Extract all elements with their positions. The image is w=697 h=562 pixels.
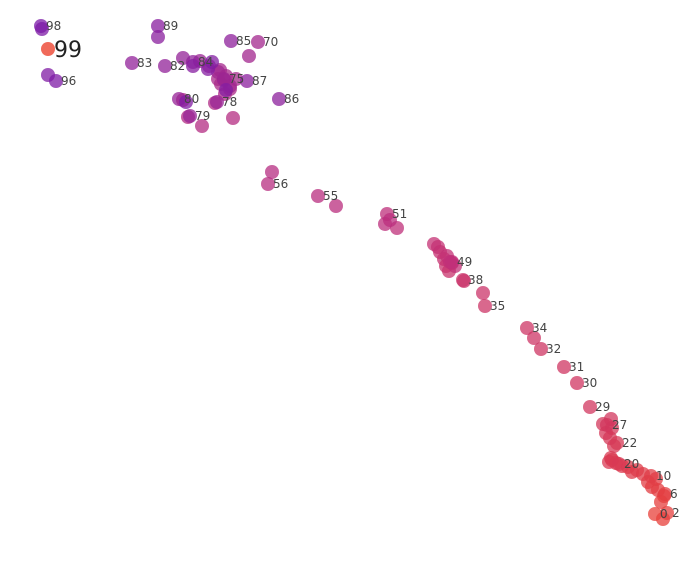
point-88	[151, 30, 165, 44]
point-label-96: 96	[61, 74, 76, 88]
point-56	[261, 177, 275, 191]
point-label-49: 49	[457, 255, 472, 269]
point-label-6: 6	[670, 487, 678, 501]
point-96	[49, 74, 63, 88]
point-92	[219, 83, 233, 97]
point-79	[183, 109, 197, 123]
point-label-20: 20	[624, 457, 639, 471]
point-55	[311, 189, 325, 203]
point-label-10: 10	[656, 469, 671, 483]
point-78	[210, 95, 224, 109]
point-70	[251, 35, 265, 49]
point-label-55: 55	[323, 189, 338, 203]
point-label-83: 83	[137, 56, 152, 70]
point-28	[604, 412, 618, 426]
point-label-29: 29	[595, 400, 610, 414]
point-53	[383, 213, 397, 227]
point-71	[242, 49, 256, 63]
point-label-0: 0	[660, 507, 668, 521]
point-33	[527, 331, 541, 345]
point-89	[151, 19, 165, 33]
point-31	[557, 360, 571, 374]
point-34	[520, 321, 534, 335]
point-label-87: 87	[252, 74, 267, 88]
point-label-80: 80	[184, 92, 199, 106]
point-98	[34, 19, 48, 33]
point-label-89: 89	[163, 19, 178, 33]
points-layer	[34, 19, 674, 526]
point-59	[195, 119, 209, 133]
point-label-78: 78	[222, 95, 237, 109]
point-6	[658, 487, 672, 501]
point-label-31: 31	[569, 360, 584, 374]
point-30	[570, 376, 584, 390]
point-label-86: 86	[284, 92, 299, 106]
point-label-98: 98	[46, 19, 61, 33]
point-label-35: 35	[490, 299, 505, 313]
point-29	[583, 400, 597, 414]
point-99	[41, 42, 55, 56]
point-label-56: 56	[273, 177, 288, 191]
point-90	[186, 59, 200, 73]
point-label-27: 27	[612, 418, 627, 432]
point-45	[427, 237, 441, 251]
point-label-38: 38	[468, 273, 483, 287]
point-label-82: 82	[170, 59, 185, 73]
point-label-99: 99	[54, 38, 82, 63]
point-label-32: 32	[546, 342, 561, 356]
point-86	[272, 92, 286, 106]
point-label-34: 34	[532, 321, 547, 335]
point-32	[534, 342, 548, 356]
point-58	[226, 111, 240, 125]
point-83	[125, 56, 139, 70]
point-49	[445, 255, 459, 269]
point-87	[240, 74, 254, 88]
point-75	[217, 72, 231, 86]
point-20	[612, 457, 626, 471]
point-93	[205, 55, 219, 69]
point-label-70: 70	[263, 35, 278, 49]
point-label-30: 30	[582, 376, 597, 390]
point-35	[478, 299, 492, 313]
point-label-79: 79	[195, 109, 210, 123]
point-2	[660, 506, 674, 520]
point-57	[265, 165, 279, 179]
point-label-85: 85	[236, 34, 251, 48]
point-label-84: 84	[198, 55, 213, 69]
point-85	[224, 34, 238, 48]
point-38	[456, 273, 470, 287]
point-82	[158, 59, 172, 73]
point-54	[329, 199, 343, 213]
point-label-51: 51	[392, 207, 407, 221]
point-label-75: 75	[229, 72, 244, 86]
point-36	[476, 286, 490, 300]
point-label-2: 2	[672, 506, 680, 520]
point-label-22: 22	[622, 436, 637, 450]
point-94	[179, 95, 193, 109]
